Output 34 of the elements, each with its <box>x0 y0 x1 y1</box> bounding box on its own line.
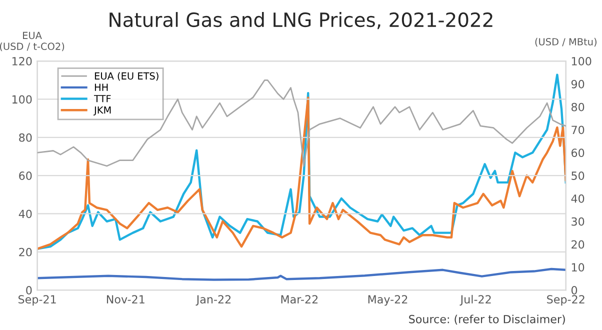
y2-tick-label: 40 <box>571 194 584 203</box>
legend-label: HH <box>94 84 108 91</box>
x-tick-label: Nov-21 <box>106 295 144 304</box>
y-tick-label: 100 <box>12 95 32 104</box>
legend-label: TTF <box>94 95 111 102</box>
y2-axis-title: (USD / MBtu) <box>535 38 596 47</box>
y-axis-title: EUA (USD / t-CO2) <box>0 32 64 52</box>
y-tick-label: 20 <box>19 248 32 256</box>
chart-title: Natural Gas and LNG Prices, 2021-2022 <box>110 12 492 30</box>
y-tick-label: 80 <box>19 133 32 142</box>
y2-tick-label: 90 <box>571 80 584 88</box>
x-tick-label: Mar-22 <box>281 295 318 304</box>
y2-tick-label: 30 <box>572 217 584 226</box>
source-note: Source: (refer to Disclaimer) <box>409 314 565 325</box>
y2-tick-label: 100 <box>572 57 592 66</box>
y2-tick-label: 70 <box>572 126 584 134</box>
line-series <box>37 268 566 281</box>
legend-label: EUA (EU ETS) <box>94 72 158 81</box>
y2-tick-label: 10 <box>572 263 584 272</box>
y2-tick-label: 0 <box>571 286 578 294</box>
y-tick-label: 0 <box>26 286 32 294</box>
y2-tick-label: 80 <box>571 102 584 112</box>
y-tick-label: 60 <box>19 172 32 180</box>
y2-tick-label: 20 <box>572 240 584 249</box>
y-tick-label: 40 <box>18 210 32 218</box>
legend-label: JKM <box>94 106 111 116</box>
x-tick-label: Sep-21 <box>18 295 56 306</box>
y2-tick-label: 50 <box>572 172 584 180</box>
x-tick-label: May-22 <box>368 295 408 306</box>
y2-tick-label: 60 <box>572 148 584 158</box>
x-tick-label: Jan-22 <box>196 295 231 306</box>
y-tick-label: 120 <box>12 57 32 66</box>
x-tick-label: Jul-22 <box>460 294 491 306</box>
x-tick-label: Sep-22 <box>547 295 584 306</box>
